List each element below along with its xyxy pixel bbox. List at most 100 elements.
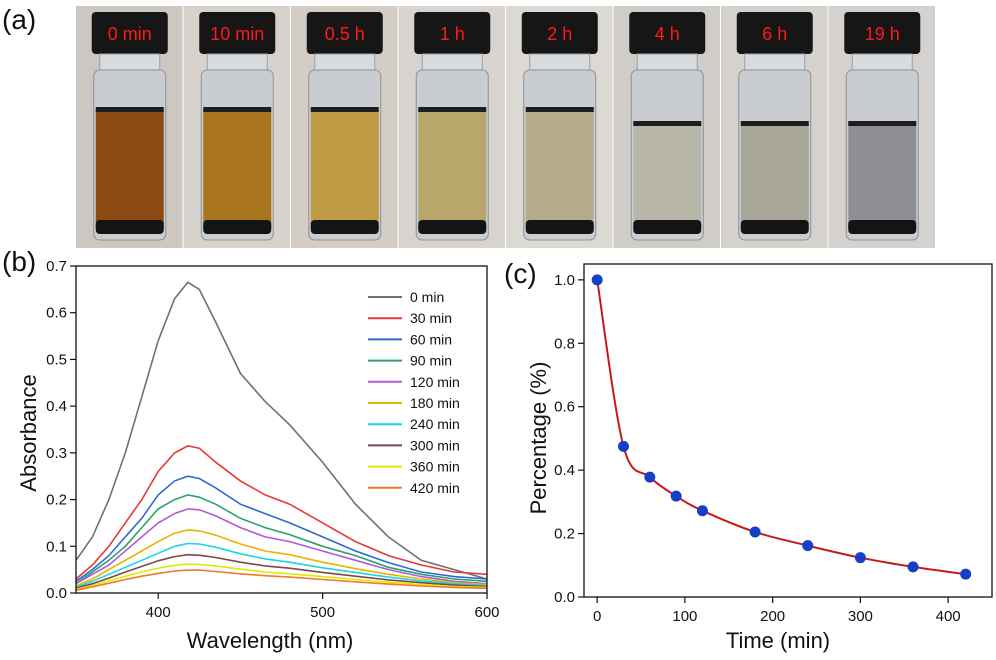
x-tick-label: 0 (593, 608, 601, 625)
legend-label: 30 min (410, 310, 452, 326)
vial-liquid (95, 110, 164, 228)
x-tick-label: 400 (146, 604, 171, 621)
chart-b-ylabel: Absorbance (16, 374, 41, 491)
data-point (670, 490, 682, 502)
y-tick-label: 0.0 (554, 589, 575, 606)
vial-photo: 0.5 h (291, 6, 398, 248)
series-line (75, 569, 488, 591)
vial-photo: 19 h (828, 6, 935, 248)
vial-cap (414, 12, 491, 54)
vial-time-label: 2 h (547, 24, 572, 44)
y-tick-label: 1.0 (554, 272, 575, 289)
vial-time-label: 1 h (440, 24, 465, 44)
legend-label: 300 min (410, 437, 460, 453)
legend-label: 420 min (410, 480, 460, 496)
liquid-meniscus (740, 121, 809, 126)
vial-liquid (740, 124, 809, 228)
series-line (75, 475, 488, 582)
legend-label: 240 min (410, 416, 460, 432)
x-tick-label: 600 (474, 604, 499, 621)
vial-time-label: 0 min (108, 24, 152, 44)
vial-time-label: 4 h (655, 24, 680, 44)
data-point (907, 561, 919, 573)
legend-label: 360 min (410, 459, 460, 475)
data-point (591, 274, 603, 286)
y-tick-label: 0.3 (46, 445, 67, 462)
y-tick-label: 0.6 (554, 399, 575, 416)
data-point (644, 471, 656, 483)
vial-photo: 2 h (506, 6, 613, 248)
vial-sediment (740, 220, 809, 234)
liquid-meniscus (633, 121, 702, 126)
series-line (75, 281, 488, 580)
legend-label: 0 min (410, 289, 444, 305)
y-tick-label: 0.6 (46, 305, 67, 322)
panel-label-a: (a) (2, 4, 37, 35)
y-tick-label: 0.4 (554, 462, 575, 479)
y-tick-label: 0.0 (46, 585, 67, 602)
legend-label: 180 min (410, 395, 460, 411)
chart-c-frame (583, 263, 993, 598)
vial-cap (91, 12, 168, 54)
liquid-meniscus (95, 107, 164, 112)
data-point (749, 526, 761, 538)
liquid-meniscus (310, 107, 379, 112)
vial-cap (199, 12, 276, 54)
chart-b-xlabel: Wavelength (nm) (187, 628, 354, 653)
legend-label: 120 min (410, 374, 460, 390)
vial-sediment (95, 220, 164, 234)
y-tick-label: 0.2 (46, 492, 67, 509)
x-tick-label: 200 (760, 608, 785, 625)
liquid-meniscus (525, 107, 594, 112)
chart-c-ylabel: Percentage (%) (526, 362, 551, 515)
liquid-meniscus (418, 107, 487, 112)
vial-sediment (418, 220, 487, 234)
vial-liquid (525, 110, 594, 228)
vial-time-label: 6 h (762, 24, 787, 44)
y-tick-label: 0.1 (46, 538, 67, 555)
vial-liquid (310, 110, 379, 228)
series-line (75, 553, 488, 590)
vial-time-label: 10 min (210, 24, 264, 44)
vial-sediment (203, 220, 272, 234)
vial-photo: 6 h (721, 6, 828, 248)
vial-liquid (203, 110, 272, 228)
legend-label: 60 min (410, 331, 452, 347)
vial-time-label: 19 h (865, 24, 900, 44)
vial-liquid (418, 110, 487, 228)
y-tick-label: 0.4 (46, 398, 67, 415)
series-line (75, 542, 488, 589)
series-line (75, 494, 488, 585)
data-point (802, 540, 814, 552)
data-point (696, 505, 708, 517)
vial-liquid (633, 124, 702, 228)
panel-label-c: (c) (504, 258, 537, 289)
vial-sediment (848, 220, 917, 234)
x-tick-label: 500 (310, 604, 335, 621)
y-tick-label: 0.2 (554, 526, 575, 543)
data-point (617, 440, 629, 452)
vial-cap (629, 12, 706, 54)
vial-sediment (633, 220, 702, 234)
y-tick-label: 0.5 (46, 351, 67, 368)
vial-cap (521, 12, 598, 54)
legend-label: 90 min (410, 353, 452, 369)
y-tick-label: 0.7 (46, 258, 67, 275)
data-point (960, 568, 972, 580)
vial-liquid (848, 124, 917, 228)
series-line (75, 445, 488, 580)
vial-photo: 4 h (613, 6, 720, 248)
vial-sediment (310, 220, 379, 234)
panel-label-b: (b) (2, 246, 37, 277)
vial-photo: 0 min (76, 6, 183, 248)
vial-photo: 1 h (398, 6, 505, 248)
series-line (75, 529, 488, 587)
liquid-meniscus (848, 121, 917, 126)
vial-sediment (525, 220, 594, 234)
x-tick-label: 300 (848, 608, 873, 625)
chart-b-frame (75, 265, 488, 594)
x-tick-label: 400 (936, 608, 961, 625)
vial-cap (844, 12, 921, 54)
